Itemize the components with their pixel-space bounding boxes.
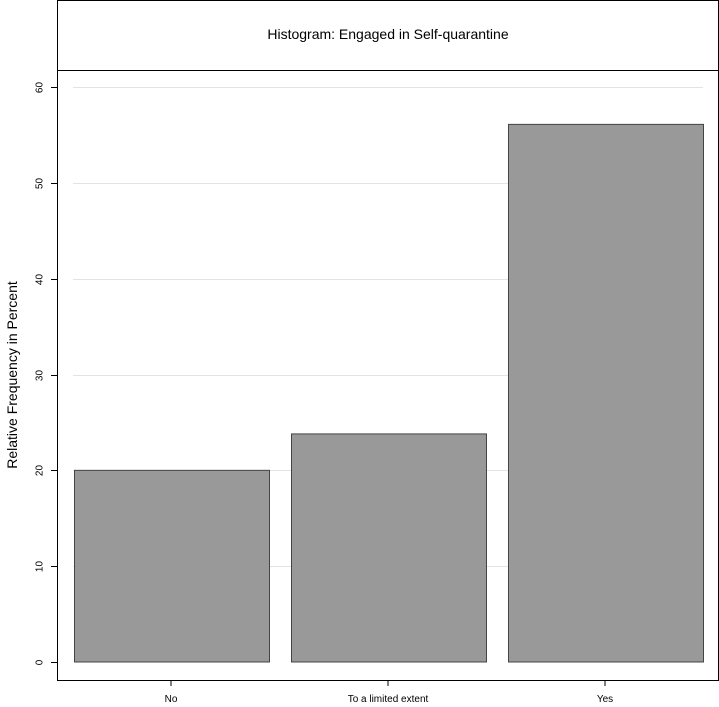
bar-to-a-limited-extent	[291, 433, 487, 663]
chart-title: Histogram: Engaged in Self-quarantine	[267, 26, 508, 42]
y-axis: 0 10 20 30 40 50 60	[35, 82, 57, 665]
title-box	[57, 0, 719, 71]
x-tick-label: No	[165, 694, 178, 705]
bars-layer	[74, 123, 704, 663]
y-axis-label: Relative Frequency in Percent	[4, 281, 20, 469]
y-tick-label: 50	[35, 178, 46, 190]
y-tick-label: 40	[35, 274, 46, 286]
y-tick-label: 60	[35, 82, 46, 94]
bar-yes	[508, 123, 704, 663]
y-tick-label: 0	[35, 659, 46, 665]
x-tick-label: To a limited extent	[348, 694, 429, 705]
bar-no	[74, 469, 270, 663]
x-tick-label: Yes	[597, 694, 613, 705]
x-axis: No To a limited extent Yes	[165, 680, 613, 705]
y-tick-label: 30	[35, 370, 46, 382]
y-tick-label: 10	[35, 561, 46, 573]
y-tick-label: 20	[35, 465, 46, 477]
